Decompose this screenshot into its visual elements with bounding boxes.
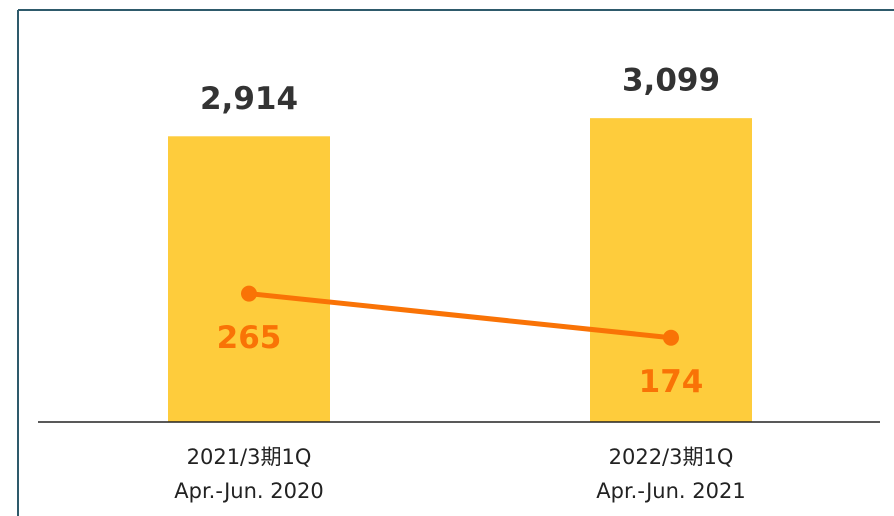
x-tick-label: 2022/3期1Q [609, 445, 734, 469]
bar [168, 136, 330, 422]
x-tick-label: Apr.-Jun. 2021 [596, 479, 745, 503]
line-value-label: 174 [639, 364, 704, 400]
line-point [241, 285, 257, 302]
bar-value-label: 3,099 [622, 63, 720, 99]
bar [590, 118, 752, 423]
x-tick-label: Apr.-Jun. 2020 [174, 479, 323, 503]
x-tick-label: 2021/3期1Q [187, 445, 312, 469]
line-value-label: 265 [217, 320, 282, 356]
line-point [663, 329, 679, 346]
line [248, 291, 672, 341]
bar-value-label: 2,914 [200, 81, 298, 117]
